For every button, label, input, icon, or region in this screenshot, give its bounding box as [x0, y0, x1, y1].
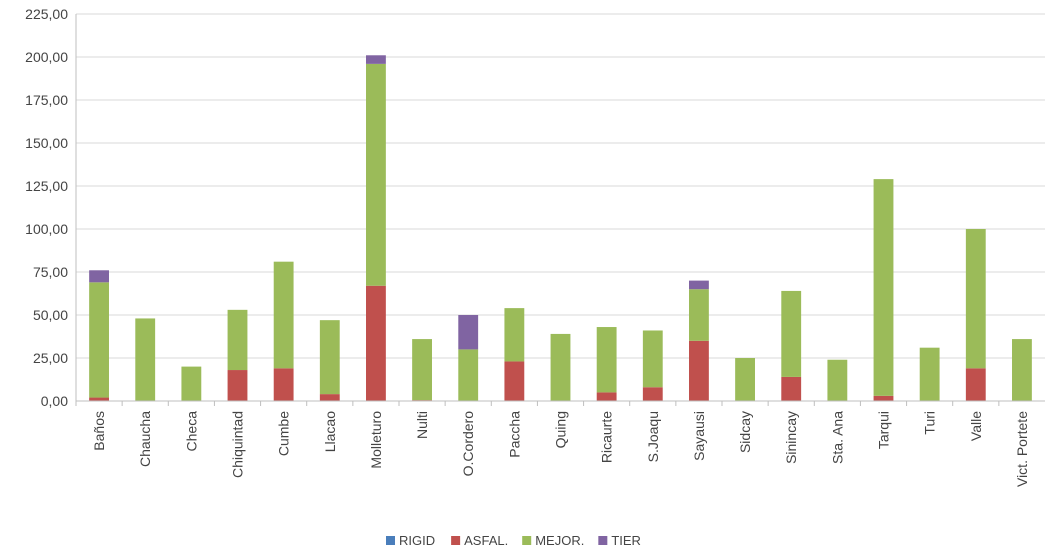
bar-segment-tier [89, 270, 109, 283]
x-tick-label: Valle [968, 411, 984, 441]
bar-segment-mejor [319, 320, 340, 395]
bar-segment-mejor [181, 366, 202, 401]
bar-segment-mejor [873, 179, 894, 396]
x-tick-label: Sinincay [783, 411, 799, 464]
x-tick-label: Cumbe [276, 411, 292, 456]
bar-segment-mejor [596, 327, 617, 393]
y-tick-label: 50,00 [33, 307, 68, 323]
x-tick-label: Sayausi [691, 411, 707, 461]
bar-segment-mejor [273, 261, 294, 369]
bar-segment-mejor [689, 289, 709, 341]
x-tick-label: Ricaurte [599, 411, 615, 463]
legend-swatch-rigid [386, 536, 395, 545]
x-tick-label: Paccha [506, 411, 522, 458]
y-tick-label: 0,00 [41, 393, 68, 409]
bar-segment-mejor [827, 359, 848, 401]
x-tick-label: Quing [553, 411, 569, 448]
bar-segment-mejor [735, 358, 755, 401]
legend-swatch-tier [598, 536, 608, 545]
bar-segment-tier [689, 280, 709, 290]
bar-segment-asfal [596, 392, 617, 401]
legend-label: TIER [611, 533, 641, 548]
bar-segment-mejor [227, 309, 248, 371]
legend-swatch-asfal [451, 536, 461, 545]
y-tick-label: 75,00 [33, 264, 68, 280]
bars [89, 55, 1032, 401]
y-tick-label: 25,00 [33, 350, 68, 366]
bar-segment-asfal [781, 376, 802, 401]
bar-segment-asfal [319, 394, 340, 401]
bar-segment-asfal [965, 368, 986, 401]
legend: RIGID ASFAL. MEJOR. TIER [386, 533, 641, 548]
y-tick-label: 150,00 [25, 135, 68, 151]
bar-segment-asfal [873, 395, 894, 401]
y-tick-label: 225,00 [25, 6, 68, 22]
bar-segment-tier [366, 55, 386, 64]
x-tick-label: Sidcay [737, 411, 753, 453]
bar-segment-mejor [366, 63, 386, 286]
bar-segment-mejor [965, 229, 986, 369]
x-tick-label: S.Joaqu [645, 411, 661, 462]
bar-segment-mejor [781, 290, 802, 377]
x-tick-label: Vict. Portete [1014, 411, 1030, 487]
bar-segment-mejor [919, 347, 940, 401]
bar-segment-tier [458, 315, 479, 350]
bar-segment-mejor [1012, 339, 1032, 401]
legend-label: RIGID [399, 533, 435, 548]
bar-segment-asfal [366, 285, 386, 401]
bar-segment-mejor [642, 330, 663, 388]
y-tick-label: 125,00 [25, 178, 68, 194]
bar-segment-asfal [227, 370, 248, 401]
bar-segment-asfal [642, 387, 663, 401]
bar-segment-mejor [89, 282, 109, 398]
x-tick-label: Nulti [414, 411, 430, 439]
legend-label: MEJOR. [535, 533, 584, 548]
y-tick-label: 200,00 [25, 49, 68, 65]
x-tick-label: Baños [91, 411, 107, 451]
bar-segment-asfal [689, 340, 709, 401]
x-tick-label: Chiquintad [230, 411, 246, 478]
x-tick-label: Chaucha [137, 411, 153, 467]
bar-segment-asfal [89, 397, 109, 401]
x-tick-label: Sta. Ana [829, 411, 845, 464]
x-tick-label: O.Cordero [460, 411, 476, 477]
bar-segment-mejor [412, 339, 432, 401]
x-axis-ticks: Baños Chaucha Checa Chiquintad Cumbe Llacao Mo… [75, 401, 1030, 487]
y-tick-label: 175,00 [25, 92, 68, 108]
x-tick-label: Tarqui [876, 411, 892, 449]
legend-label: ASFAL. [464, 533, 508, 548]
bar-segment-mejor [504, 308, 525, 362]
x-tick-label: Turi [922, 411, 938, 435]
y-tick-label: 100,00 [25, 221, 68, 237]
bar-segment-mejor [135, 318, 156, 401]
x-tick-label: Checa [183, 411, 199, 452]
bar-segment-asfal [504, 361, 525, 401]
bar-segment-mejor [458, 349, 479, 401]
bar-segment-mejor [550, 333, 571, 401]
bar-segment-asfal [273, 368, 294, 401]
axes [75, 14, 1045, 402]
x-tick-label: Llacao [322, 411, 338, 452]
y-axis-ticks: 0,00 25,00 50,00 75,00 100,00 125,00 150,00 175… [25, 6, 68, 409]
legend-swatch-mejor [522, 536, 532, 545]
x-tick-label: Molleturo [368, 411, 384, 469]
